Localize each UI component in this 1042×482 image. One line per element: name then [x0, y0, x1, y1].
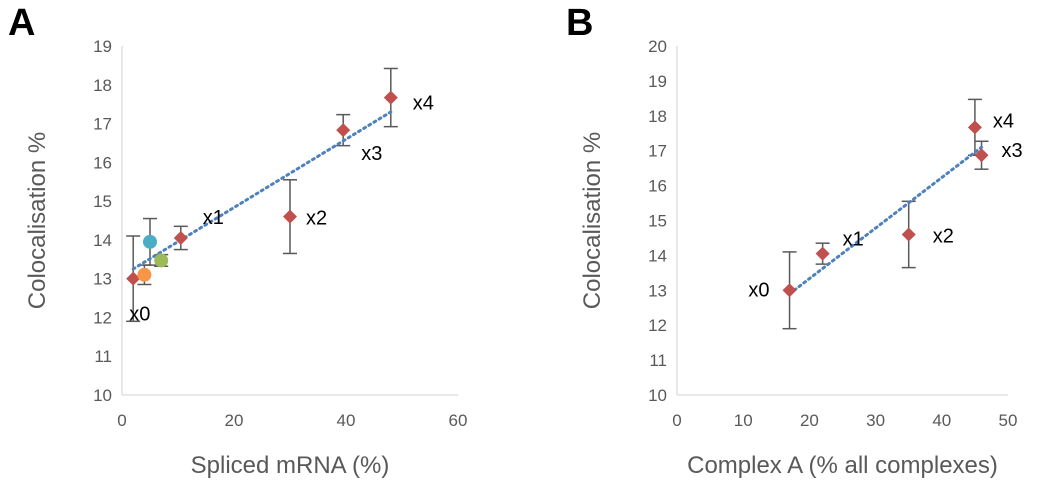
y-tick-label: 10: [93, 386, 112, 405]
y-tick-label: 17: [648, 142, 667, 161]
x-axis-title: Complex A (% all complexes): [687, 452, 998, 479]
y-tick-label: 12: [648, 316, 667, 335]
point-label-x4: x4: [413, 93, 434, 115]
point-label-x1: x1: [843, 229, 864, 251]
x-tick-label: 10: [734, 411, 753, 430]
x-tick-label: 0: [117, 411, 126, 430]
point-label-x3: x3: [361, 143, 382, 165]
data-point-x2: [283, 209, 297, 224]
y-axis-title: Colocalisation %: [579, 132, 606, 309]
y-tick-label: 19: [93, 37, 112, 56]
y-tick-label: 20: [648, 37, 667, 56]
y-tick-label: 17: [93, 115, 112, 134]
x-tick-label: 40: [932, 411, 951, 430]
y-tick-label: 13: [93, 270, 112, 289]
point-label-x0: x0: [748, 279, 769, 301]
y-tick-label: 11: [94, 347, 112, 366]
data-point-x0: [126, 271, 141, 286]
x-tick-label: 30: [866, 411, 885, 430]
y-tick-label: 16: [93, 153, 112, 172]
y-tick-label: 12: [93, 308, 112, 327]
x-tick-label: 40: [337, 411, 356, 430]
x-tick-label: 60: [449, 411, 468, 430]
data-point-x3: [974, 148, 989, 163]
trendline: [131, 110, 393, 271]
data-point-x3: [336, 123, 351, 138]
data-point-circle: [143, 234, 157, 249]
x-axis-title: Spliced mRNA (%): [191, 452, 390, 479]
x-tick-label: 20: [800, 411, 819, 430]
y-tick-label: 16: [648, 177, 667, 196]
data-point-circle: [137, 267, 152, 282]
y-tick-label: 10: [648, 386, 667, 405]
y-tick-label: 13: [648, 281, 667, 300]
y-tick-label: 11: [649, 351, 667, 370]
y-tick-label: 14: [93, 231, 112, 250]
y-axis-title: Colocalisation %: [24, 132, 51, 309]
point-label-x2: x2: [306, 208, 327, 230]
data-point-x1: [815, 246, 830, 261]
point-label-x3: x3: [1002, 140, 1023, 162]
x-tick-label: 20: [225, 411, 244, 430]
x-tick-label: 0: [672, 411, 681, 430]
y-tick-label: 15: [648, 212, 667, 231]
y-tick-label: 14: [648, 246, 667, 265]
point-label-x0: x0: [129, 304, 150, 326]
x-tick-label: 50: [999, 411, 1018, 430]
panel-letter-b: B: [566, 2, 594, 44]
y-tick-label: 18: [93, 76, 112, 95]
panel-letter-a: A: [8, 2, 36, 44]
data-point-x0: [782, 283, 797, 298]
data-point-x4: [967, 120, 982, 135]
trendline: [788, 145, 984, 296]
point-label-x1: x1: [203, 207, 224, 229]
y-tick-label: 19: [648, 72, 667, 91]
point-label-x2: x2: [933, 225, 954, 247]
y-tick-label: 18: [648, 107, 667, 126]
data-point-x1: [173, 230, 188, 245]
data-point-circle: [154, 253, 169, 268]
y-tick-label: 15: [93, 192, 112, 211]
data-point-x4: [383, 90, 398, 105]
data-point-x2: [901, 227, 916, 242]
point-label-x4: x4: [993, 110, 1014, 132]
